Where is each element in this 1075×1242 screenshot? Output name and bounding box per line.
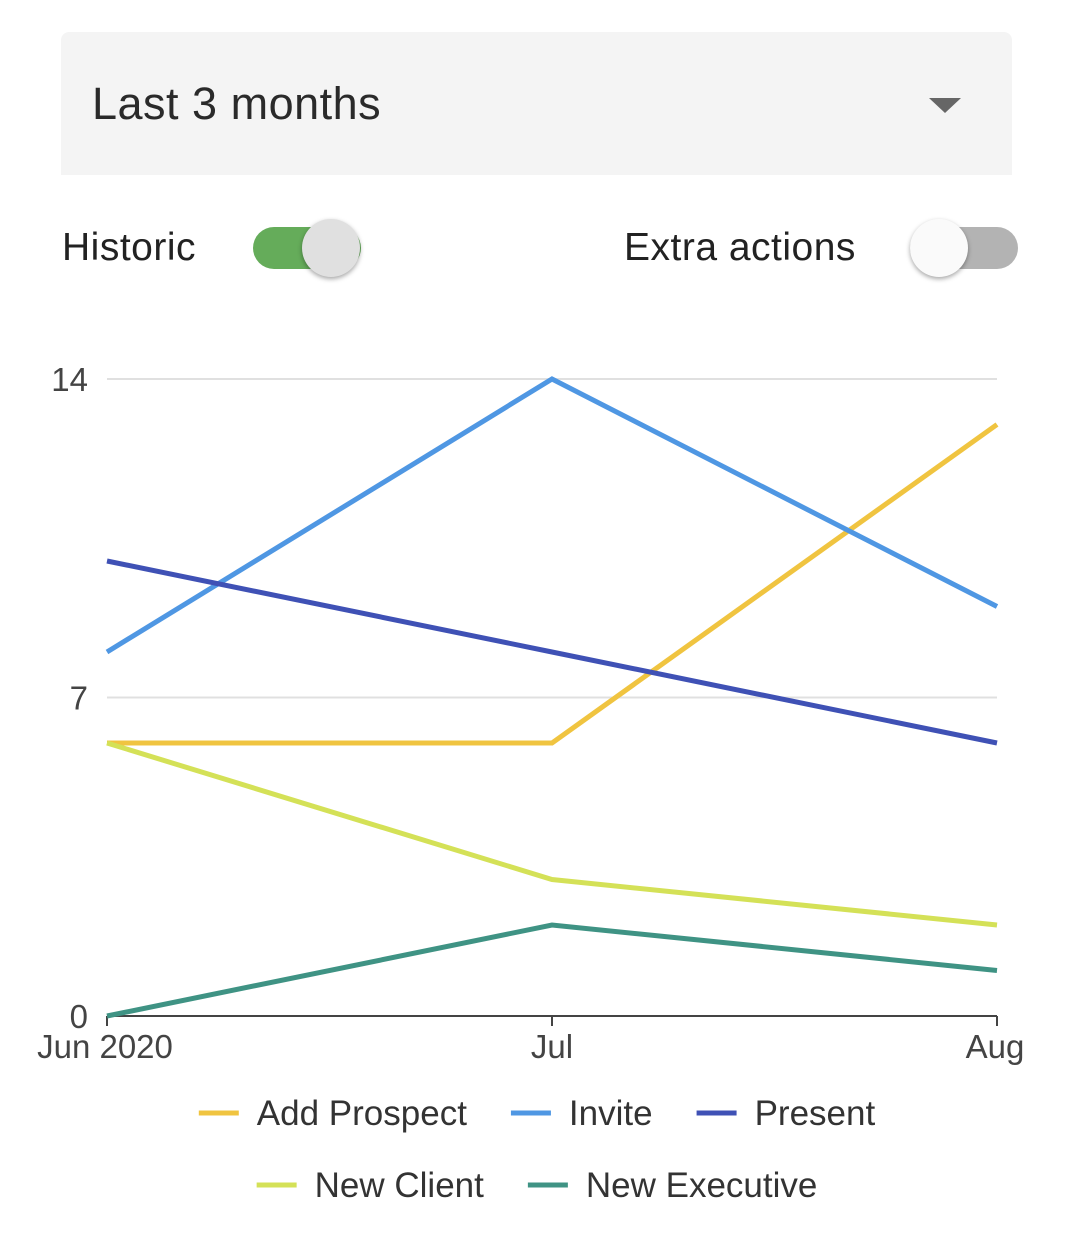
- legend-item[interactable]: Invite: [510, 1094, 653, 1133]
- series-line: [106, 558, 998, 746]
- historic-label: Historic: [62, 226, 197, 269]
- x-tick-label: Jul: [531, 1028, 573, 1065]
- series-line: [106, 740, 998, 928]
- activity-line-chart: 0 7 14 Jun 2020 Jul Aug Add Prospect Invite Pre…: [37, 361, 1024, 1205]
- x-tick-label: Aug: [966, 1028, 1025, 1065]
- historic-toggle[interactable]: [253, 218, 363, 278]
- extra-actions-toggle[interactable]: [909, 218, 1019, 278]
- series-line: [105, 376, 999, 655]
- chart-axes: 0 7 14 Jun 2020 Jul Aug: [37, 361, 1024, 1065]
- date-range-value: Last 3 months: [92, 77, 382, 129]
- legend-label: Add Prospect: [257, 1094, 467, 1133]
- legend-label: New Client: [315, 1166, 484, 1205]
- legend-label: New Executive: [586, 1166, 817, 1205]
- legend-item[interactable]: Present: [696, 1094, 876, 1133]
- legend-item[interactable]: Add Prospect: [198, 1094, 467, 1133]
- extra-actions-toggle-thumb: [910, 219, 968, 277]
- y-tick-label: 7: [70, 680, 88, 717]
- y-tick-label: 14: [51, 361, 88, 398]
- legend-item[interactable]: New Client: [256, 1166, 484, 1205]
- extra-actions-label: Extra actions: [624, 226, 856, 269]
- chart-legend: Add Prospect Invite Present New Client New E…: [198, 1094, 876, 1205]
- chart-series: [105, 376, 999, 1019]
- legend-label: Invite: [569, 1094, 653, 1133]
- date-range-select[interactable]: Last 3 months: [61, 32, 1012, 175]
- series-line: [107, 422, 999, 746]
- series-line: [106, 922, 998, 1019]
- x-tick-label: Jun 2020: [37, 1028, 173, 1065]
- legend-item[interactable]: New Executive: [527, 1166, 817, 1205]
- historic-toggle-thumb: [302, 219, 360, 277]
- y-tick-label: 0: [70, 998, 88, 1035]
- dropdown-caret-icon[interactable]: [929, 98, 961, 113]
- legend-label: Present: [755, 1094, 876, 1133]
